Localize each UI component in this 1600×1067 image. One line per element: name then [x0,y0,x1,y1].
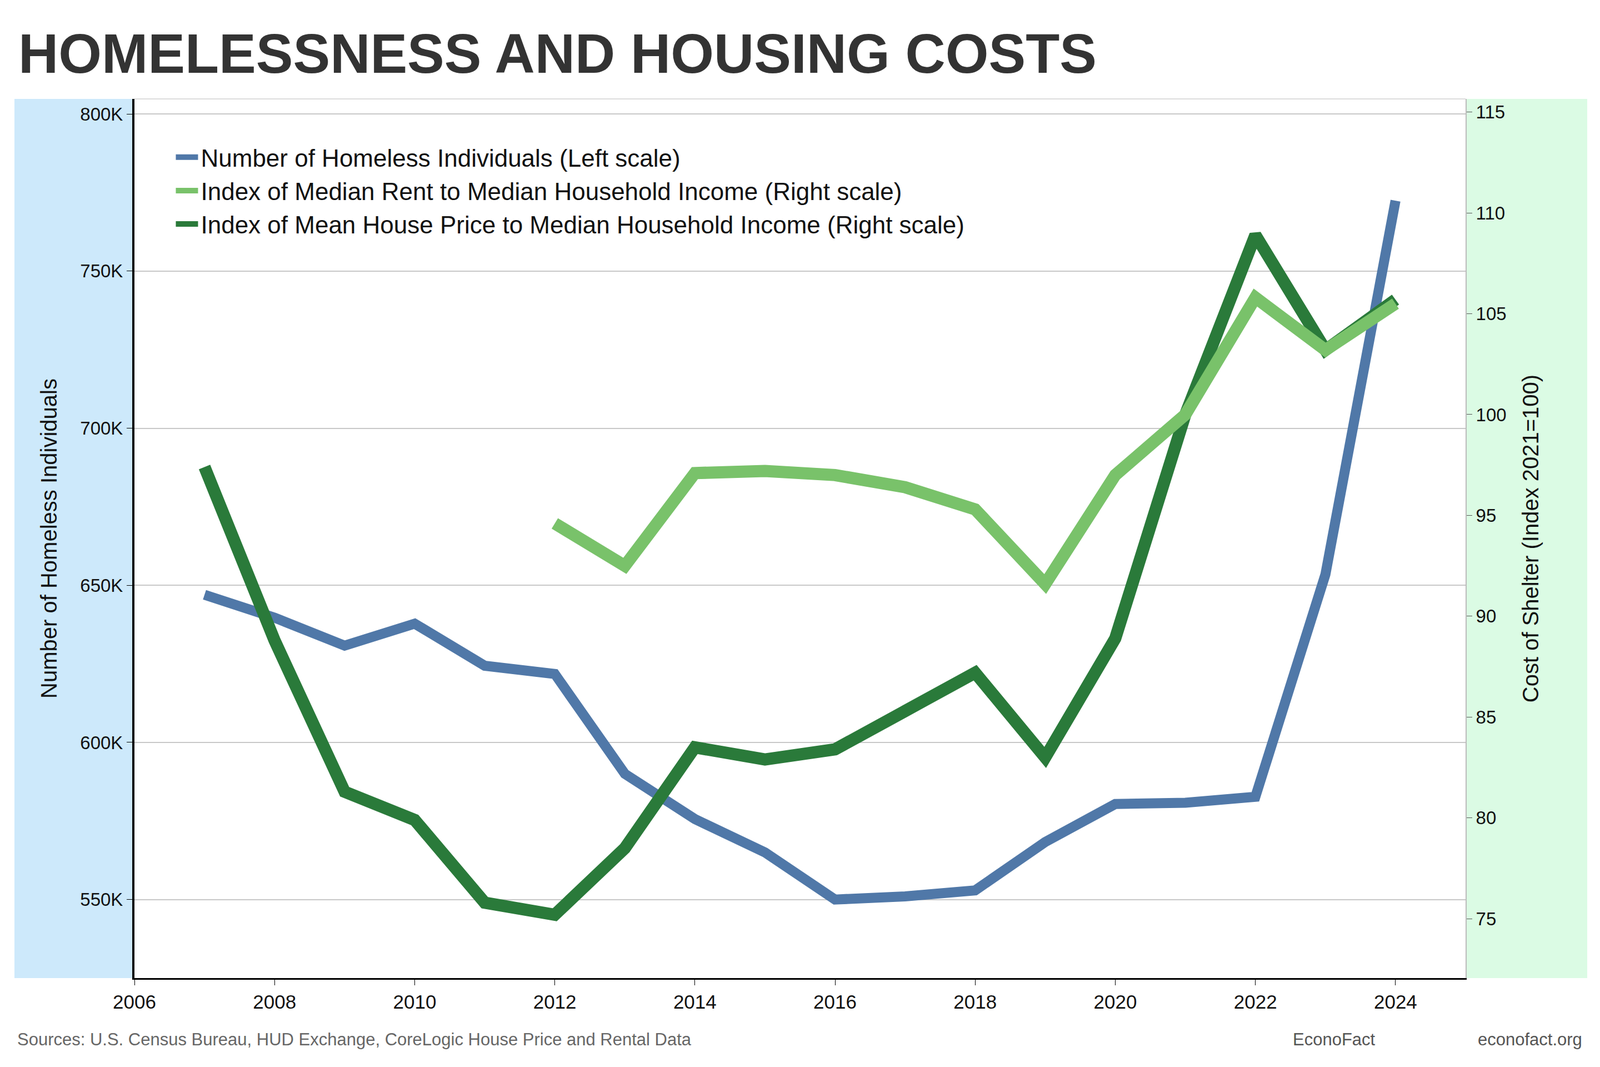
svg-text:Index of Mean House Price to M: Index of Mean House Price to Median Hous… [200,211,964,239]
svg-text:2024: 2024 [1373,990,1418,1013]
svg-text:75: 75 [1476,908,1497,929]
svg-text:105: 105 [1476,303,1507,324]
svg-text:2012: 2012 [533,990,577,1013]
svg-text:HOMELESSNESS AND HOUSING COSTS: HOMELESSNESS AND HOUSING COSTS [18,22,1097,85]
svg-text:Index of Median Rent to Median: Index of Median Rent to Median Household… [200,177,902,205]
svg-text:Sources: U.S. Census Bureau, H: Sources: U.S. Census Bureau, HUD Exchang… [17,1029,692,1049]
svg-text:110: 110 [1476,202,1506,224]
svg-text:2006: 2006 [112,990,157,1013]
svg-text:750K: 750K [80,260,123,282]
svg-text:2014: 2014 [673,990,717,1013]
svg-text:650K: 650K [80,575,123,596]
svg-text:Cost of Shelter (Index 2021=10: Cost of Shelter (Index 2021=100) [1518,374,1543,703]
svg-text:2016: 2016 [813,990,857,1013]
svg-text:Number of Homeless Individuals: Number of Homeless Individuals [36,378,62,699]
svg-text:600K: 600K [80,732,123,753]
svg-text:2022: 2022 [1233,990,1278,1013]
svg-text:90: 90 [1476,605,1497,627]
svg-text:2020: 2020 [1093,990,1138,1013]
svg-text:2008: 2008 [252,990,297,1013]
svg-text:2018: 2018 [953,990,997,1013]
svg-text:115: 115 [1476,101,1506,123]
svg-text:550K: 550K [80,888,123,910]
svg-text:95: 95 [1476,505,1497,526]
svg-text:econofact.org: econofact.org [1477,1029,1583,1049]
svg-text:100: 100 [1476,404,1507,425]
svg-text:2010: 2010 [392,990,437,1013]
svg-text:700K: 700K [80,417,123,439]
svg-text:80: 80 [1476,807,1497,828]
svg-text:Number of Homeless Individuals: Number of Homeless Individuals (Left sca… [200,144,680,172]
svg-text:85: 85 [1476,706,1497,728]
svg-text:800K: 800K [80,103,123,125]
svg-text:EconoFact: EconoFact [1292,1029,1376,1049]
